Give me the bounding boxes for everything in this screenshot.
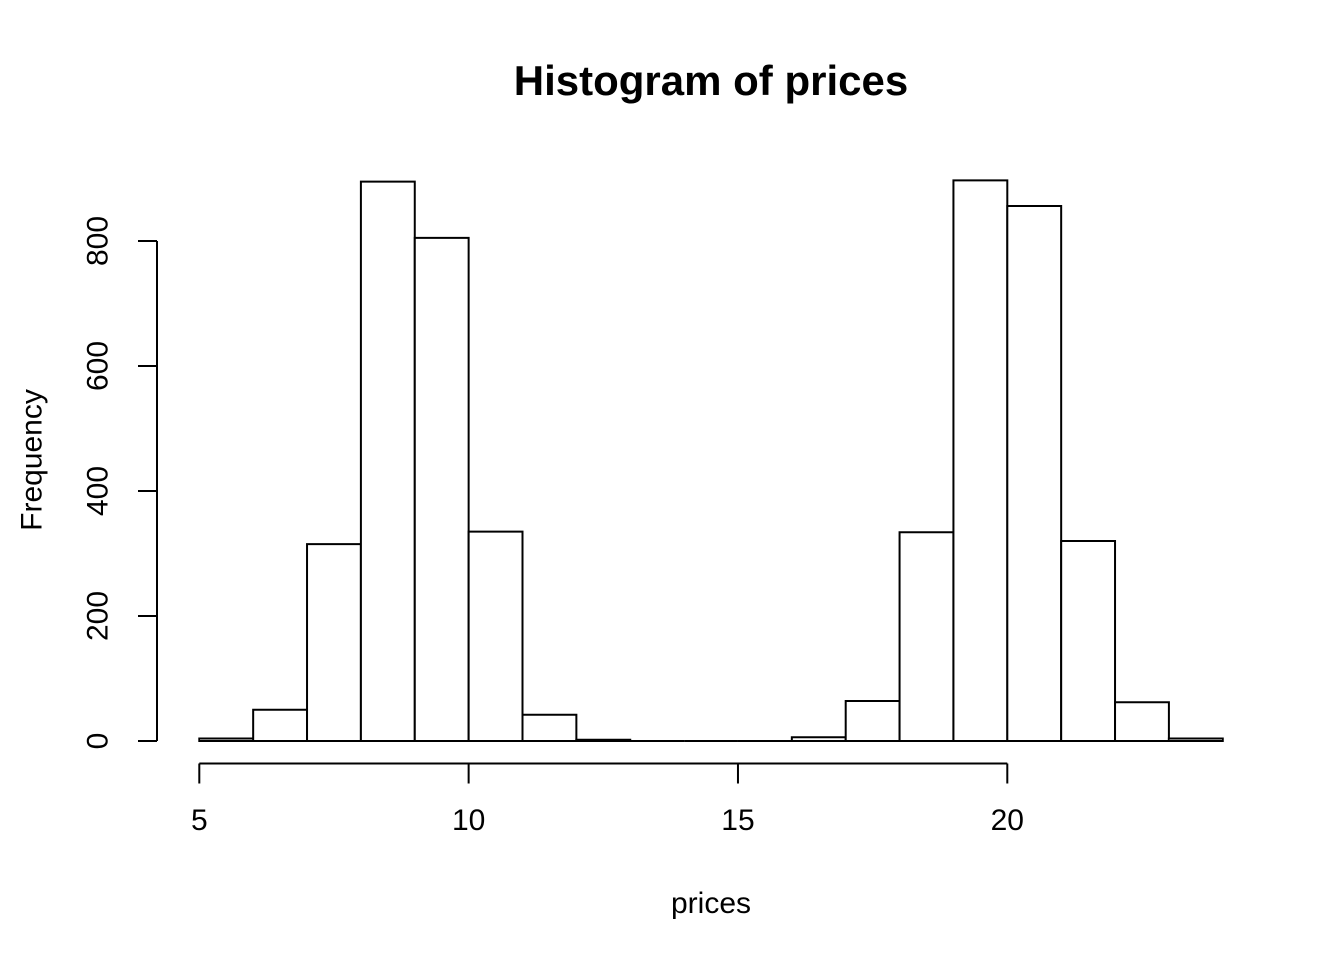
plot-layer: 0 200 400 600 800 5 10 15 20: [82, 179, 1224, 837]
y-tick-label: 0: [82, 733, 115, 750]
x-tick-label: 5: [191, 804, 208, 837]
y-axis-title: Frequency: [16, 389, 49, 531]
histogram-bar: [1114, 701, 1170, 742]
histogram-bar: [1006, 205, 1063, 742]
x-tick-label: 20: [991, 804, 1024, 837]
y-tick-label: 800: [82, 216, 115, 266]
x-tick-label: 15: [721, 804, 754, 837]
chart-title: Histogram of prices: [514, 57, 908, 104]
histogram-bar: [252, 708, 309, 742]
histogram-bar: [359, 180, 416, 742]
histogram-bar: [467, 530, 524, 742]
x-axis-title: prices: [671, 887, 751, 920]
histogram-bar: [413, 236, 470, 742]
histogram-bar: [1060, 540, 1117, 742]
histogram-bar: [790, 736, 847, 742]
histogram-bar: [952, 179, 1009, 742]
histogram-bar: [1167, 737, 1224, 742]
histogram-bar: [521, 713, 578, 742]
x-tick-label: 10: [452, 804, 485, 837]
histogram-bar: [898, 531, 955, 742]
y-tick-label: 400: [82, 466, 115, 516]
histogram-bar: [575, 738, 632, 742]
y-tick-label: 600: [82, 341, 115, 391]
y-tick-label: 200: [82, 591, 115, 641]
histogram-bar: [198, 737, 255, 742]
histogram-bar: [306, 543, 362, 742]
histogram-bar: [844, 700, 901, 742]
